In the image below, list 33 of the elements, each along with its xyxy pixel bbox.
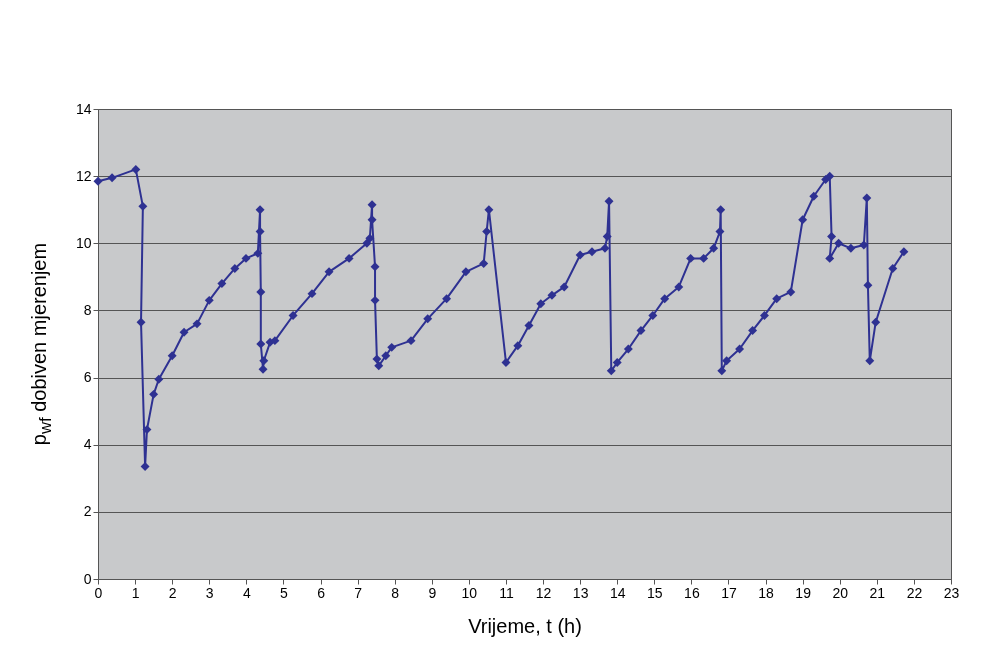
x-tick-label: 10	[461, 584, 478, 601]
x-tick-label: 22	[906, 584, 923, 601]
x-tick-label: 6	[317, 584, 326, 601]
x-tick-label: 5	[280, 584, 289, 601]
y-tick-label: 12	[75, 167, 92, 184]
x-tick-label: 3	[205, 584, 214, 601]
x-tick-label: 1	[131, 584, 140, 601]
x-axis-title: Vrijeme, t (h)	[468, 614, 582, 637]
x-tick-label: 18	[758, 584, 775, 601]
x-tick-label: 23	[943, 584, 960, 601]
x-tick-label: 15	[647, 584, 663, 601]
x-tick-label: 7	[354, 584, 363, 601]
y-tick-label: 4	[83, 436, 92, 453]
x-tick-label: 13	[572, 584, 589, 601]
y-tick-label: 0	[83, 570, 92, 587]
x-tick-label: 20	[832, 584, 849, 601]
y-tick-label: 6	[83, 369, 92, 386]
y-tick-label: 10	[75, 234, 92, 251]
x-tick-label: 16	[684, 584, 700, 601]
x-tick-label: 11	[499, 584, 514, 601]
x-tick-label: 14	[609, 584, 626, 601]
x-tick-label: 0	[94, 584, 103, 601]
y-tick-label: 8	[83, 301, 92, 318]
x-tick-label: 19	[795, 584, 812, 601]
x-tick-label: 9	[428, 584, 437, 601]
x-tick-label: 4	[242, 584, 251, 601]
x-tick-label: 12	[535, 584, 552, 601]
y-tick-label: 14	[75, 100, 92, 117]
x-tick-label: 2	[168, 584, 177, 601]
x-tick-label: 21	[869, 584, 886, 601]
x-tick-label: 17	[721, 584, 737, 601]
x-tick-label: 8	[391, 584, 400, 601]
y-tick-label: 2	[83, 503, 92, 520]
